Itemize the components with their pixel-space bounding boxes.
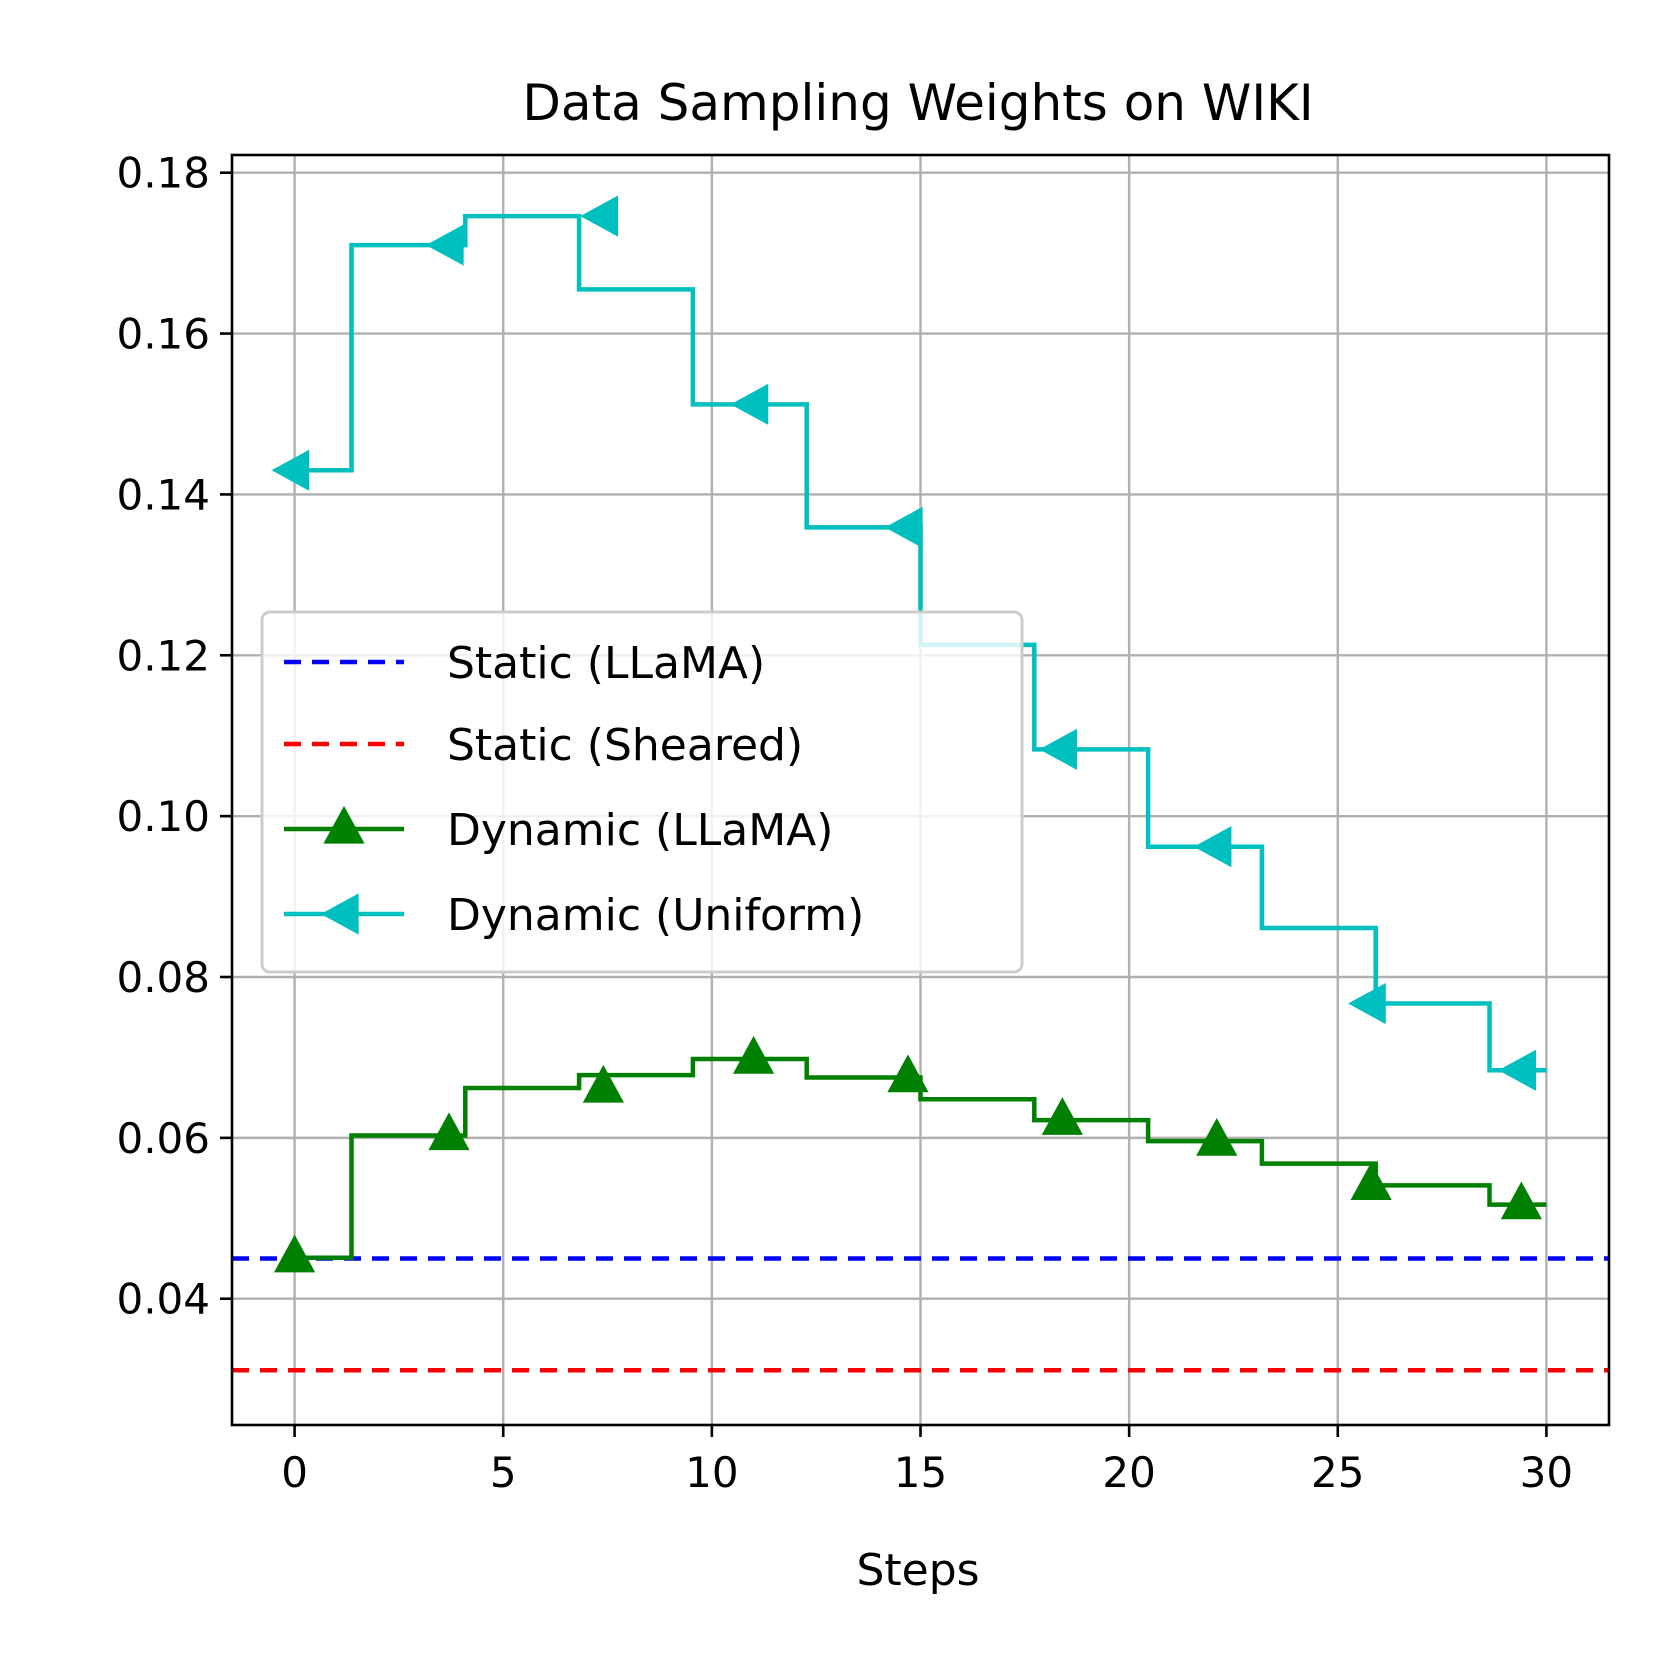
data-point [1350,1162,1392,1200]
legend-label: Static (Sheared) [447,720,803,771]
x-tick-label: 15 [894,1448,947,1497]
data-point [425,224,464,266]
data-point [887,1054,929,1093]
y-tick-label: 0.08 [116,953,210,1002]
data-point [730,383,769,425]
y-tick-label: 0.04 [116,1275,210,1324]
x-tick-label: 10 [685,1448,738,1497]
x-tick-label: 0 [281,1448,308,1497]
legend-item: Dynamic (Uniform) [284,890,864,941]
data-point [271,449,310,491]
legend-box [260,610,1024,974]
legend-item: Dynamic (LLaMA) [284,805,833,856]
x-tick-label: 25 [1311,1448,1364,1497]
axis-ticks: 0 5 10 15 20 25 30 0.04 0.06 0.08 0.10 0.12 0.14 0.16… [116,149,1573,1497]
data-point [1039,728,1078,770]
legend-marker [320,893,359,935]
data-point [733,1035,775,1074]
plot-series [232,195,1609,1373]
x-tick-label: 5 [490,1448,517,1497]
chart-title: Data Sampling Weights on WIKI [522,74,1313,132]
legend-label: Static (LLaMA) [447,638,765,689]
step-line [294,213,1547,1073]
legend-marker [323,805,365,844]
data-point [428,1112,470,1151]
data-point [1498,1049,1537,1091]
series-dynamic-llama [274,1035,1547,1273]
legend-label: Dynamic (LLaMA) [447,805,833,856]
series-dynamic-uniform [271,195,1547,1091]
data-point [884,506,923,548]
legend-item: Static (Sheared) [284,720,803,771]
y-tick-label: 0.18 [116,149,210,198]
data-point [1193,826,1232,868]
data-point [1196,1117,1238,1156]
x-tick-label: 30 [1520,1448,1573,1497]
data-point [1041,1097,1083,1135]
x-axis-label: Steps [856,1545,979,1596]
y-tick-label: 0.16 [116,310,210,359]
y-tick-label: 0.12 [116,631,210,680]
data-point [580,195,619,237]
x-tick-label: 20 [1102,1448,1155,1497]
y-tick-label: 0.06 [116,1114,210,1163]
legend: Static (LLaMA) Static (Sheared) Dynamic (L… [260,610,1024,974]
legend-label: Dynamic (Uniform) [447,890,864,941]
legend-item: Static (LLaMA) [284,638,765,689]
data-point [274,1234,316,1273]
data-point [1500,1181,1542,1220]
y-tick-label: 0.14 [116,470,210,519]
y-tick-label: 0.10 [116,792,210,841]
data-point [1348,982,1386,1025]
data-point [582,1064,624,1103]
